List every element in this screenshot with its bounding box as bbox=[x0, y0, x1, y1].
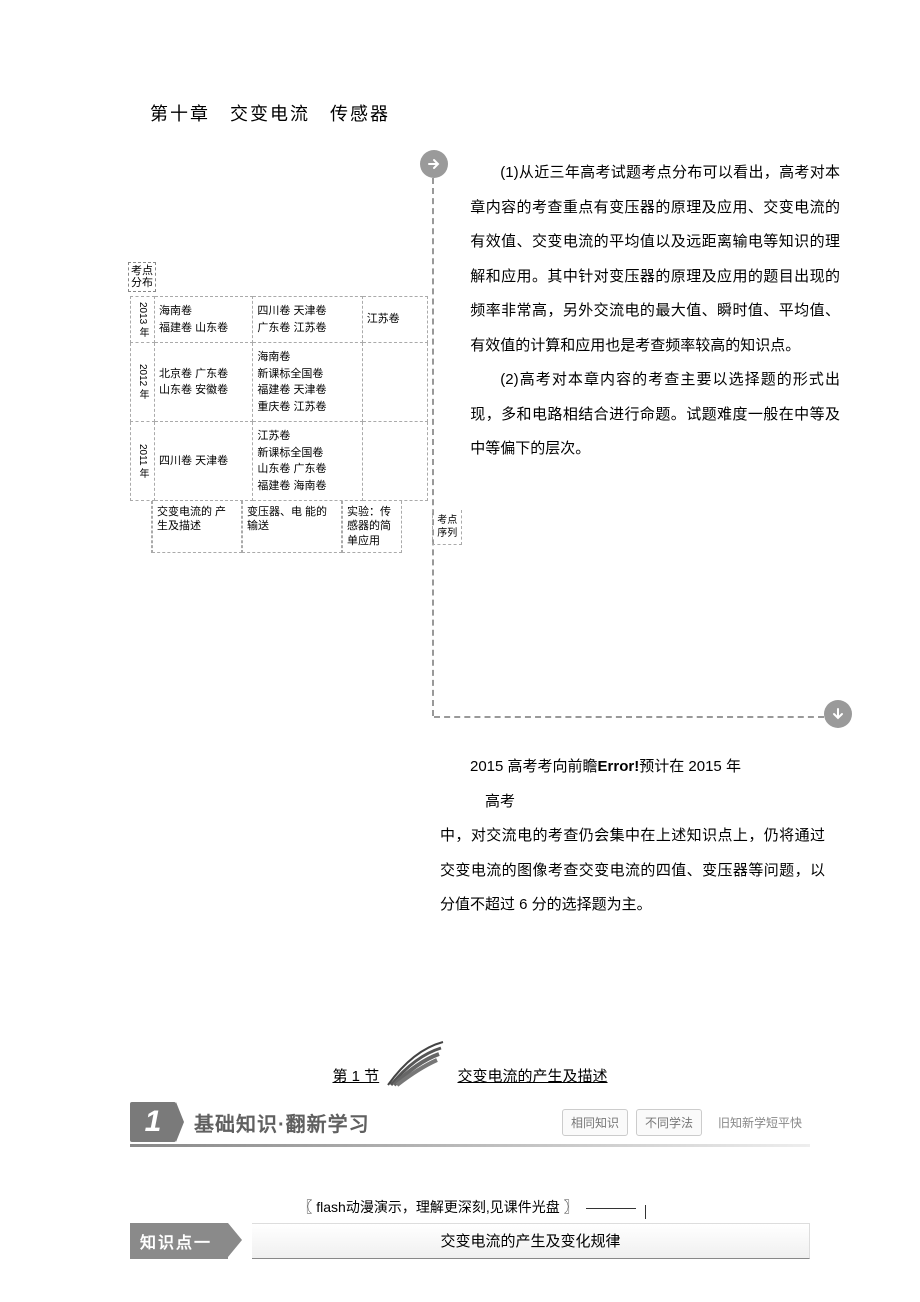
band-title: 基础知识·翻新学习 bbox=[194, 1108, 370, 1137]
forecast-pre: 2015 高考考向前瞻 bbox=[470, 758, 598, 775]
band-number: 1 bbox=[130, 1102, 176, 1142]
knowledge-point-tag: 知识点一 bbox=[130, 1223, 228, 1259]
knowledge-point-title: 交变电流的产生及变化规律 bbox=[252, 1223, 810, 1259]
cell: 北京卷 广东卷 山东卷 安徽卷 bbox=[155, 343, 253, 422]
bracket-left-icon: 〖 bbox=[294, 1197, 316, 1217]
cell: 江苏卷 新课标全国卷 山东卷 广东卷 福建卷 海南卷 bbox=[253, 422, 362, 501]
distribution-table-wrap: 考点 分布 2013 年 海南卷 福建卷 山东卷 四川卷 天津卷 广东卷 江苏卷… bbox=[130, 296, 428, 553]
dist-footer-label: 考点 序列 bbox=[432, 510, 462, 545]
error-text: Error! bbox=[598, 758, 640, 775]
section1-title-row: 第 1 节 交变电流的产生及描述 bbox=[130, 1060, 810, 1094]
analysis-p2: (2)高考对本章内容的考查主要以选择题的形式出现，多和电路相结合进行命题。试题难… bbox=[470, 363, 840, 467]
analysis-text: (1)从近三年高考试题考点分布可以看出，高考对本章内容的考查重点有变压器的原理及… bbox=[458, 156, 840, 467]
column-labels-row: 交变电流的 产生及描述 变压器、电 能的输送 实验：传 感器的简 单应用 考点 … bbox=[130, 501, 428, 553]
band-slogan: 旧知新学短平快 bbox=[710, 1109, 810, 1136]
pill-same-knowledge: 相同知识 bbox=[562, 1109, 628, 1136]
cell: 海南卷 福建卷 山东卷 bbox=[155, 297, 253, 343]
table-row: 2013 年 海南卷 福建卷 山东卷 四川卷 天津卷 广东卷 江苏卷 江苏卷 bbox=[131, 297, 428, 343]
col-label: 交变电流的 产生及描述 bbox=[152, 501, 242, 553]
dist-header-label: 考点 分布 bbox=[128, 262, 156, 292]
pill-diff-method: 不同学法 bbox=[636, 1109, 702, 1136]
cell: 四川卷 天津卷 bbox=[155, 422, 253, 501]
cell bbox=[362, 422, 428, 501]
year-cell: 2013 年 bbox=[131, 297, 155, 343]
cell: 海南卷 新课标全国卷 福建卷 天津卷 重庆卷 江苏卷 bbox=[253, 343, 362, 422]
forecast-line2: 高考 bbox=[440, 785, 825, 820]
section-node-label: 第 1 节 bbox=[332, 1068, 379, 1085]
cell: 四川卷 天津卷 广东卷 江苏卷 bbox=[253, 297, 362, 343]
chapter-title: 第十章 交变电流 传感器 bbox=[150, 100, 840, 126]
arrow-down-icon bbox=[824, 700, 852, 728]
year-cell: 2012 年 bbox=[131, 343, 155, 422]
divider-horizontal bbox=[434, 716, 824, 718]
basics-band: 1 基础知识·翻新学习 相同知识 不同学法 旧知新学短平快 bbox=[130, 1102, 810, 1142]
distribution-table: 2013 年 海南卷 福建卷 山东卷 四川卷 天津卷 广东卷 江苏卷 江苏卷 2… bbox=[130, 296, 428, 501]
col-label: 实验：传 感器的简 单应用 bbox=[342, 501, 402, 553]
band-underline bbox=[130, 1144, 810, 1147]
analysis-p1: (1)从近三年高考试题考点分布可以看出，高考对本章内容的考查重点有变压器的原理及… bbox=[470, 156, 840, 363]
cell bbox=[362, 343, 428, 422]
bracket-right-icon: 〗 bbox=[560, 1197, 582, 1217]
section-1: 第 1 节 交变电流的产生及描述 1 基础知识·翻新学习 相同知识 不同学法 旧… bbox=[130, 1060, 810, 1259]
band-right-group: 相同知识 不同学法 旧知新学短平快 bbox=[562, 1109, 810, 1136]
year-cell: 2011 年 bbox=[131, 422, 155, 501]
forecast-post: 预计在 2015 年 bbox=[639, 758, 741, 775]
knowledge-point-row: 知识点一 交变电流的产生及变化规律 bbox=[130, 1223, 810, 1259]
forecast-line1: 2015 高考考向前瞻Error!预计在 2015 年 bbox=[440, 750, 825, 785]
flash-hook-icon bbox=[636, 1205, 646, 1219]
flash-underline bbox=[586, 1208, 636, 1209]
forecast-block: 2015 高考考向前瞻Error!预计在 2015 年 高考 中，对交流电的考查… bbox=[440, 750, 825, 923]
flash-note: 〖flash动漫演示，理解更深刻,见课件光盘〗 bbox=[130, 1197, 810, 1217]
col-label: 变压器、电 能的输送 bbox=[242, 501, 342, 553]
flash-text: flash动漫演示，理解更深刻,见课件光盘 bbox=[316, 1199, 559, 1215]
forecast-line3: 中，对交流电的考查仍会集中在上述知识点上，仍将通过交变电流的图像考查交变电流的四… bbox=[440, 819, 825, 923]
wing-icon bbox=[383, 1060, 453, 1094]
table-row: 2011 年 四川卷 天津卷 江苏卷 新课标全国卷 山东卷 广东卷 福建卷 海南… bbox=[131, 422, 428, 501]
cell: 江苏卷 bbox=[362, 297, 428, 343]
section-node-title: 交变电流的产生及描述 bbox=[458, 1068, 608, 1085]
table-row: 2012 年 北京卷 广东卷 山东卷 安徽卷 海南卷 新课标全国卷 福建卷 天津… bbox=[131, 343, 428, 422]
